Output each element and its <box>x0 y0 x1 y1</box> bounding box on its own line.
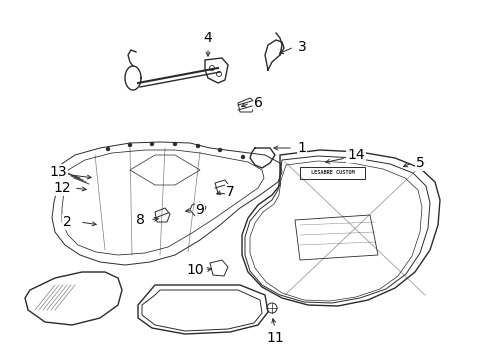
Circle shape <box>128 143 132 147</box>
Text: LESABRE CUSTOM: LESABRE CUSTOM <box>310 171 354 175</box>
Circle shape <box>196 144 200 148</box>
Circle shape <box>173 142 177 146</box>
Text: 4: 4 <box>203 31 212 45</box>
Text: 7: 7 <box>225 185 234 199</box>
Text: 11: 11 <box>265 331 284 345</box>
Circle shape <box>218 148 222 152</box>
Circle shape <box>106 147 110 151</box>
Circle shape <box>241 155 244 159</box>
Text: 2: 2 <box>62 215 71 229</box>
Text: 13: 13 <box>49 165 67 179</box>
Text: 5: 5 <box>415 156 424 170</box>
Text: 1: 1 <box>297 141 306 155</box>
Text: 10: 10 <box>186 263 203 277</box>
Text: 8: 8 <box>135 213 144 227</box>
Text: 3: 3 <box>297 40 306 54</box>
Text: 12: 12 <box>53 181 71 195</box>
Text: 9: 9 <box>195 203 204 217</box>
Circle shape <box>150 142 154 146</box>
Text: 14: 14 <box>346 148 364 162</box>
Text: 6: 6 <box>253 96 262 110</box>
